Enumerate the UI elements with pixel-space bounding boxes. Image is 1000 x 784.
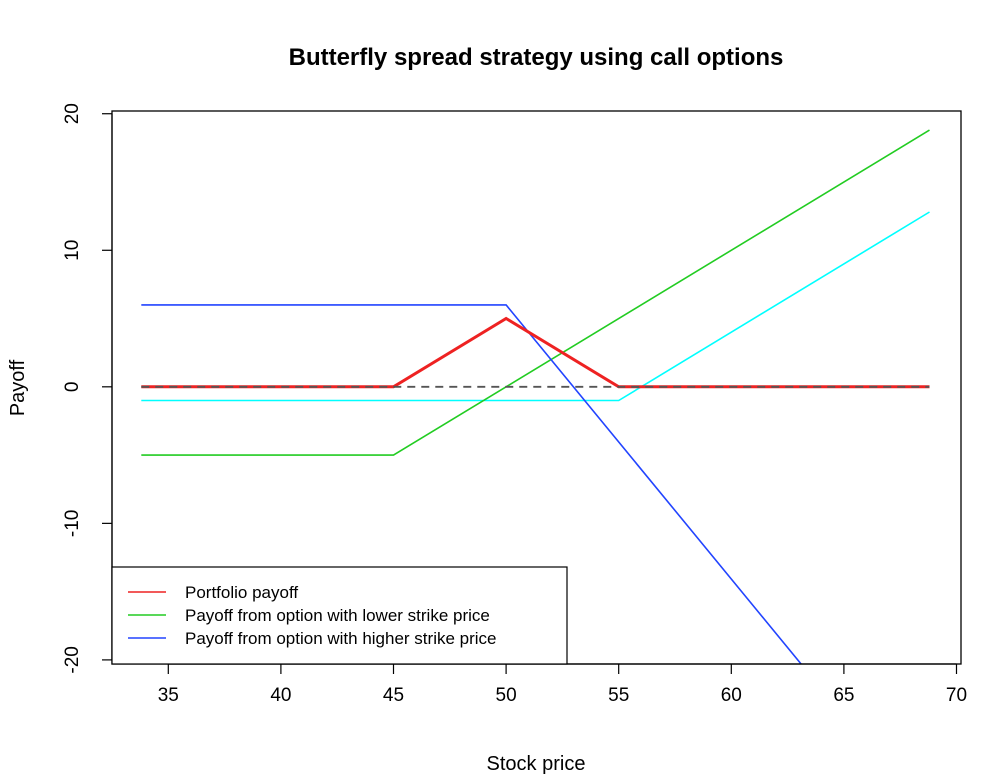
x-tick-label: 35: [158, 685, 179, 706]
x-tick-label: 50: [496, 685, 517, 706]
plot-area: [141, 129, 930, 664]
x-tick-label: 60: [721, 685, 742, 706]
x-tick-label: 45: [383, 685, 404, 706]
legend-label: Payoff from option with higher strike pr…: [185, 629, 497, 648]
y-tick-label: 20: [62, 103, 83, 124]
chart-title: Butterfly spread strategy using call opt…: [289, 44, 784, 71]
y-tick-label: -10: [62, 510, 83, 537]
y-axis: -20 -10 0 10 20: [62, 103, 113, 674]
x-tick-label: 65: [833, 685, 854, 706]
y-tick-label: -20: [62, 646, 83, 673]
legend-box: [111, 566, 568, 665]
legend: Portfolio payoff Payoff from option with …: [111, 566, 568, 665]
legend-label: Payoff from option with lower strike pri…: [185, 606, 490, 625]
series-line-4: [141, 316, 930, 389]
y-tick-label: 10: [62, 240, 83, 261]
x-tick-label: 70: [946, 685, 967, 706]
y-tick-label: 0: [62, 382, 83, 393]
x-tick-label: 55: [608, 685, 629, 706]
series-line-3: [141, 304, 802, 664]
series-line-1: [141, 211, 930, 402]
x-tick-label: 40: [270, 685, 291, 706]
legend-label: Portfolio payoff: [185, 583, 298, 602]
y-axis-label: Payoff: [7, 359, 29, 416]
series-line-2: [141, 129, 930, 456]
x-axis: 35 40 45 50 55 60 65 70: [158, 663, 967, 706]
x-axis-label: Stock price: [487, 753, 586, 775]
